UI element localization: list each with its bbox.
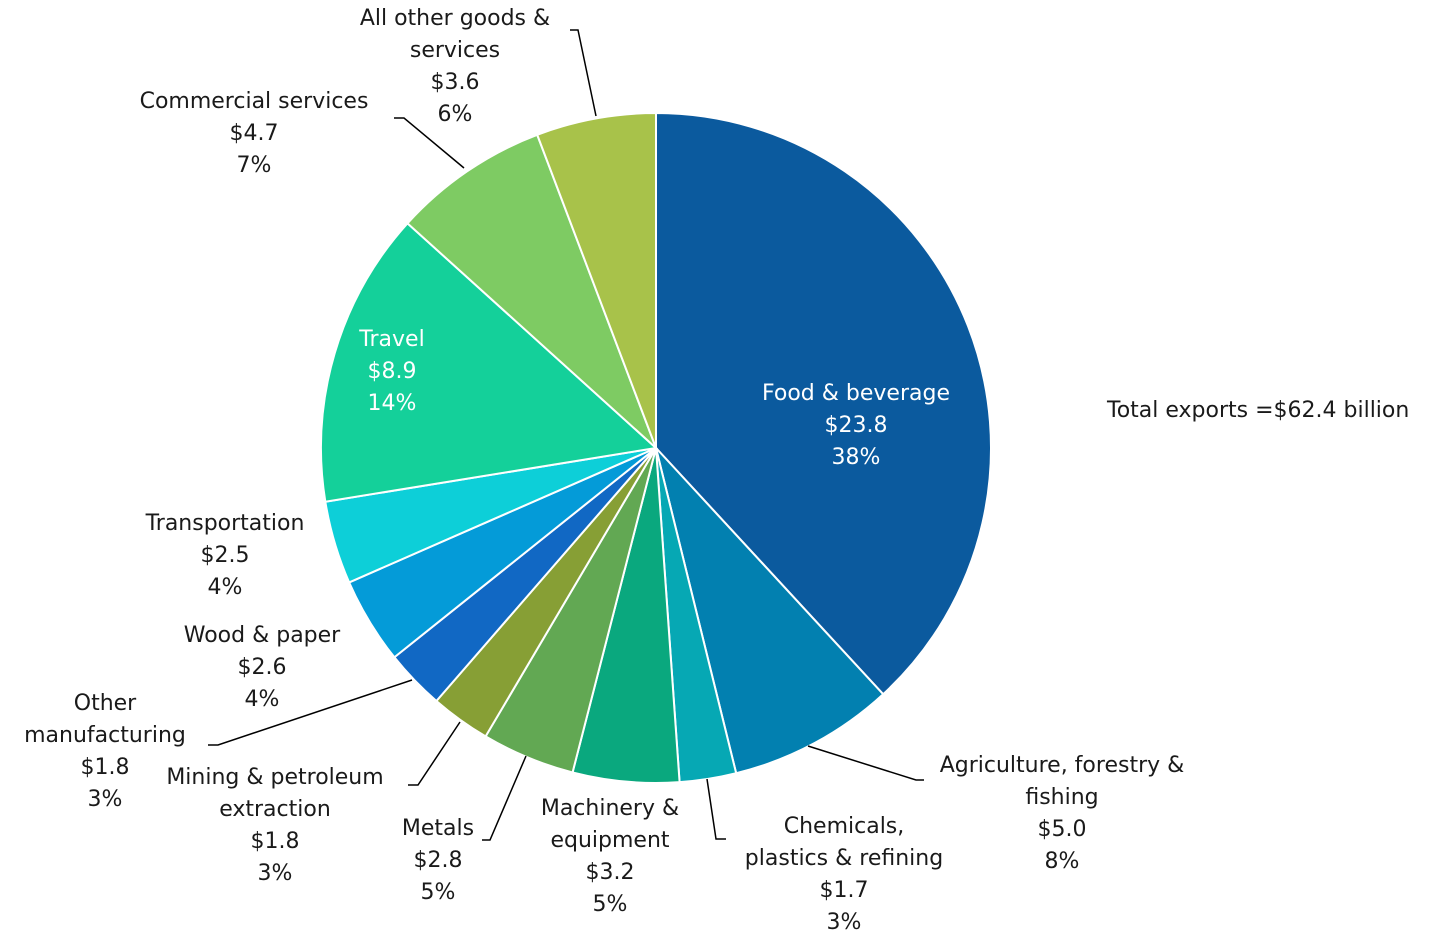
leader-line-commercial-services (394, 117, 465, 169)
slice-name: manufacturing (24, 723, 186, 748)
slice-value: $1.7 (820, 878, 869, 903)
slice-label-machinery-equipment: Machinery & equipment $3.2 5% (541, 796, 679, 917)
slice-name: extraction (219, 797, 331, 822)
leader-line-chemicals-plastics-refining (706, 778, 726, 840)
slice-name: Food & beverage (762, 381, 950, 406)
slice-value: $23.8 (825, 413, 888, 438)
slice-percent: 3% (88, 787, 123, 812)
slice-name: Transportation (145, 511, 305, 536)
slice-name: Other (74, 691, 137, 716)
slice-food-beverage (655, 111, 992, 696)
slice-label-wood-paper: Wood & paper $2.6 4% (184, 623, 341, 712)
leader-line-machinery-equipment (482, 755, 527, 841)
slice-value: $2.6 (238, 655, 287, 680)
leader-line-all-other-goods-services (570, 29, 597, 117)
slice-label-food-beverage: Food & beverage $23.8 38% (762, 381, 950, 470)
leader-line-metals (408, 721, 461, 786)
pie-slices (320, 111, 992, 784)
slice-percent: 3% (827, 910, 862, 935)
slice-name: services (410, 38, 500, 63)
slice-commercial-services (406, 133, 657, 449)
slice-label-travel: Travel $8.9 14% (358, 327, 424, 416)
slice-value: $4.7 (230, 121, 279, 146)
slice-name: Mining & petroleum (166, 765, 383, 790)
leader-lines (208, 29, 924, 841)
slice-value: $1.8 (251, 829, 300, 854)
slice-label-chemicals-plastics-refining: Chemicals, plastics & refining $1.7 3% (745, 814, 943, 935)
slice-travel (320, 221, 659, 503)
leader-line-agriculture-forestry-fishing (807, 745, 924, 781)
slice-label-commercial-services: Commercial services $4.7 7% (140, 89, 369, 178)
slice-name: plastics & refining (745, 846, 943, 871)
slice-value: $2.8 (414, 848, 463, 873)
slice-percent: 6% (438, 102, 473, 127)
slice-label-all-other-goods-services: All other goods & services $3.6 6% (360, 6, 550, 127)
slice-agriculture-forestry-fishing (655, 447, 885, 775)
slice-percent: 5% (421, 880, 456, 905)
slice-percent: 7% (237, 153, 272, 178)
slice-name: fishing (1025, 785, 1098, 810)
slice-name: All other goods & (360, 6, 550, 31)
leader-line-mining-petroleum-extraction (208, 679, 413, 746)
slice-name: Travel (358, 327, 424, 352)
slice-percent: 4% (245, 687, 280, 712)
slice-all-other-goods-services (535, 111, 657, 449)
slice-label-mining-petroleum-extraction: Mining & petroleum extraction $1.8 3% (166, 765, 383, 886)
slice-name: Metals (402, 816, 474, 841)
slice-value: $1.8 (81, 755, 130, 780)
slice-labels: Food & beverage $23.8 38% Agriculture, fore… (24, 6, 1184, 935)
slice-percent: 3% (258, 861, 293, 886)
slice-percent: 8% (1045, 849, 1080, 874)
slice-value: $3.2 (586, 860, 635, 885)
slice-value: $2.5 (201, 543, 250, 568)
slice-percent: 14% (368, 391, 417, 416)
total-exports-label: Total exports =$62.4 billion (1106, 398, 1409, 423)
slice-name: Wood & paper (184, 623, 341, 648)
slice-label-transportation: Transportation $2.5 4% (145, 511, 305, 600)
slice-value: $8.9 (368, 359, 417, 384)
slice-label-metals: Metals $2.8 5% (402, 816, 474, 905)
slice-name: Commercial services (140, 89, 369, 114)
slice-name: equipment (550, 828, 669, 853)
slice-percent: 4% (208, 575, 243, 600)
slice-label-agriculture-forestry-fishing: Agriculture, forestry & fishing $5.0 8% (940, 753, 1185, 874)
slice-name: Chemicals, (784, 814, 905, 839)
slice-percent: 5% (593, 892, 628, 917)
slice-percent: 38% (832, 445, 881, 470)
slice-name: Machinery & (541, 796, 679, 821)
slice-name: Agriculture, forestry & (940, 753, 1185, 778)
slice-value: $5.0 (1038, 817, 1087, 842)
slice-value: $3.6 (431, 70, 480, 95)
slice-label-other-manufacturing: Other manufacturing $1.8 3% (24, 691, 186, 812)
